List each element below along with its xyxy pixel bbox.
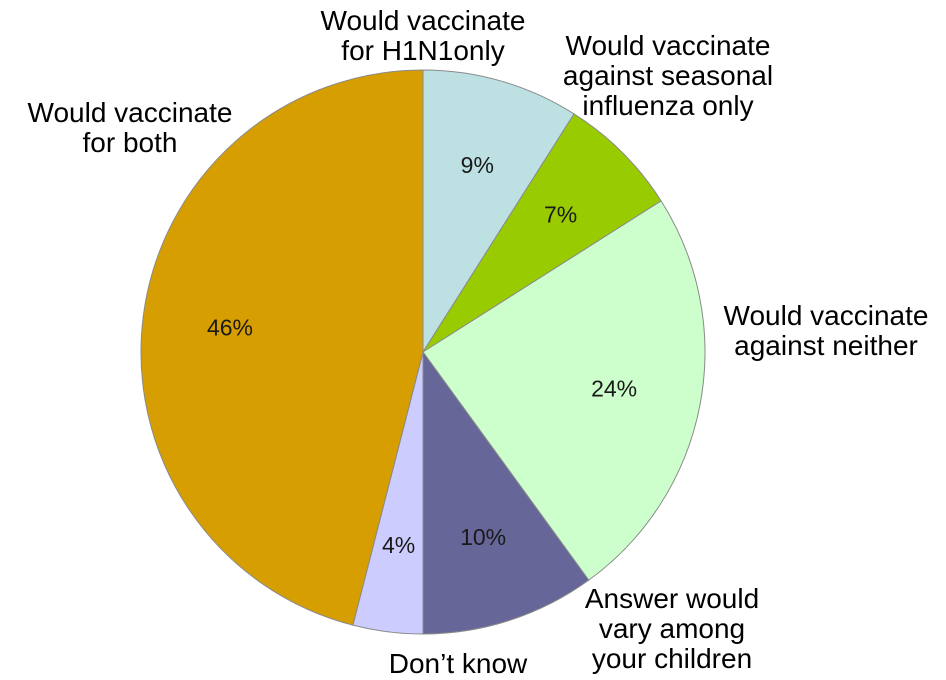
category-label-line: against seasonal <box>563 60 773 91</box>
category-label-line: your children <box>592 643 752 674</box>
category-label-line: for H1N1only <box>341 35 504 66</box>
slice-percentage-label: 4% <box>382 532 415 558</box>
pie-slices <box>140 69 706 635</box>
slice-category-label: Answer would vary among your children <box>585 583 759 674</box>
percentage-labels: 9% 7% 24% 10% 4% 46% <box>207 152 637 558</box>
category-label-line: Would vaccinate <box>566 30 771 61</box>
category-labels: Would vaccinate for H1N1only Would vaccina… <box>28 5 929 679</box>
category-label-line: Answer would <box>585 583 759 614</box>
slice-percentage-label: 24% <box>591 376 637 402</box>
pie-slice-5 <box>140 69 424 626</box>
category-label-line: against neither <box>734 330 918 361</box>
pie-slice-3 <box>422 350 590 635</box>
slice-category-label: Would vaccinate for both <box>28 97 233 158</box>
slice-percentage-label: 7% <box>544 201 577 227</box>
category-label-line: Would vaccinate <box>28 97 233 128</box>
slice-percentage-label: 46% <box>207 315 253 341</box>
slice-percentage-label: 9% <box>461 152 494 178</box>
slice-category-label: Would vaccinate for H1N1only <box>321 5 526 66</box>
slice-percentage-label: 10% <box>460 524 506 550</box>
slice-category-label: Would vaccinate against seasonal influenza… <box>563 30 773 121</box>
category-label-line: Would vaccinate <box>321 5 526 36</box>
category-label-line: for both <box>83 127 178 158</box>
category-label-line: Don’t know <box>389 648 528 679</box>
slice-category-label: Would vaccinate against neither <box>724 300 929 361</box>
pie-slice-1 <box>422 113 662 353</box>
slice-category-label: Don’t know <box>389 648 528 679</box>
pie-slice-2 <box>422 200 706 581</box>
pie-slice-0 <box>422 69 575 354</box>
category-label-line: vary among <box>599 613 745 644</box>
category-label-line: Would vaccinate <box>724 300 929 331</box>
category-label-line: influenza only <box>582 90 753 121</box>
